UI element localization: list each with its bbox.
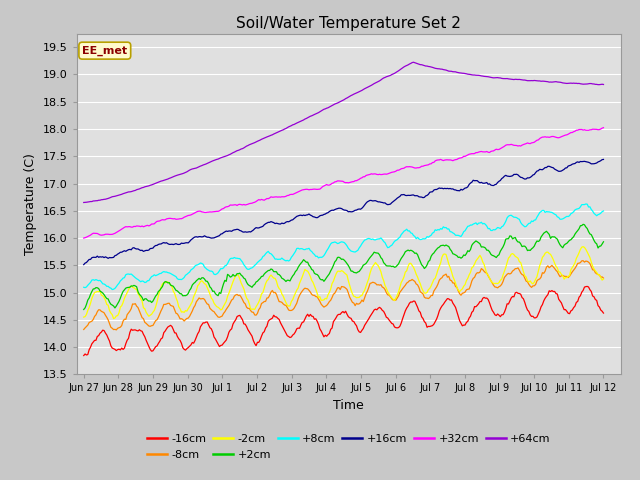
+2cm	[451, 252, 458, 257]
-16cm	[597, 307, 605, 313]
+64cm	[114, 192, 122, 198]
+64cm	[410, 60, 417, 65]
+8cm	[97, 279, 105, 285]
-16cm	[80, 353, 88, 359]
+2cm	[579, 221, 587, 227]
+64cm	[348, 93, 355, 98]
Line: +32cm: +32cm	[84, 128, 604, 238]
-16cm	[97, 329, 105, 335]
+16cm	[114, 251, 122, 257]
+32cm	[80, 235, 88, 241]
+16cm	[451, 187, 458, 192]
-2cm	[115, 310, 123, 316]
-8cm	[97, 309, 105, 314]
+64cm	[97, 197, 105, 203]
-8cm	[598, 274, 606, 280]
-2cm	[529, 281, 537, 287]
+16cm	[596, 158, 604, 164]
+8cm	[582, 201, 589, 207]
-2cm	[109, 316, 117, 322]
+2cm	[80, 307, 88, 312]
-16cm	[451, 302, 458, 308]
-2cm	[452, 280, 460, 286]
-2cm	[600, 276, 607, 282]
+32cm	[596, 127, 604, 132]
-8cm	[113, 327, 120, 333]
-8cm	[349, 300, 356, 305]
+16cm	[528, 173, 536, 179]
+2cm	[114, 301, 122, 307]
-2cm	[579, 244, 587, 250]
+8cm	[452, 232, 460, 238]
-2cm	[80, 314, 88, 320]
+8cm	[600, 208, 607, 214]
-8cm	[529, 283, 537, 289]
+8cm	[80, 285, 88, 290]
+32cm	[600, 125, 607, 131]
Line: +64cm: +64cm	[84, 62, 604, 203]
-16cm	[348, 315, 355, 321]
+64cm	[529, 78, 537, 84]
+32cm	[97, 232, 105, 238]
+16cm	[600, 156, 607, 162]
+64cm	[597, 82, 605, 87]
+2cm	[597, 243, 605, 249]
+16cm	[348, 209, 355, 215]
-16cm	[114, 347, 122, 352]
+16cm	[97, 254, 105, 260]
+8cm	[598, 209, 606, 215]
X-axis label: Time: Time	[333, 399, 364, 412]
+8cm	[349, 249, 356, 254]
-2cm	[97, 292, 105, 298]
+2cm	[97, 289, 105, 295]
Legend: -16cm, -8cm, -2cm, +2cm, +8cm, +16cm, +32cm, +64cm: -16cm, -8cm, -2cm, +2cm, +8cm, +16cm, +3…	[143, 430, 555, 464]
-2cm	[598, 277, 606, 283]
-16cm	[528, 313, 536, 319]
-8cm	[579, 258, 587, 264]
Line: +8cm: +8cm	[84, 204, 604, 289]
+64cm	[452, 69, 460, 75]
Y-axis label: Temperature (C): Temperature (C)	[24, 153, 38, 255]
Line: +16cm: +16cm	[84, 159, 604, 264]
+8cm	[529, 219, 537, 225]
+32cm	[528, 140, 536, 146]
+8cm	[115, 280, 123, 286]
Line: -16cm: -16cm	[84, 287, 604, 356]
-16cm	[583, 284, 591, 289]
Line: -8cm: -8cm	[84, 261, 604, 330]
-8cm	[80, 326, 88, 332]
+32cm	[114, 229, 122, 235]
+64cm	[600, 82, 607, 87]
+32cm	[451, 157, 458, 163]
+16cm	[80, 262, 88, 267]
Line: -2cm: -2cm	[84, 247, 604, 319]
+2cm	[528, 246, 536, 252]
Text: EE_met: EE_met	[82, 46, 127, 56]
+8cm	[108, 287, 116, 292]
+64cm	[80, 200, 88, 205]
-16cm	[600, 310, 607, 316]
-8cm	[452, 284, 460, 289]
+2cm	[348, 268, 355, 274]
+32cm	[348, 180, 355, 185]
-8cm	[115, 325, 123, 331]
+2cm	[600, 239, 607, 245]
Title: Soil/Water Temperature Set 2: Soil/Water Temperature Set 2	[236, 16, 461, 31]
-8cm	[600, 275, 607, 281]
-2cm	[349, 291, 356, 297]
Line: +2cm: +2cm	[84, 224, 604, 310]
